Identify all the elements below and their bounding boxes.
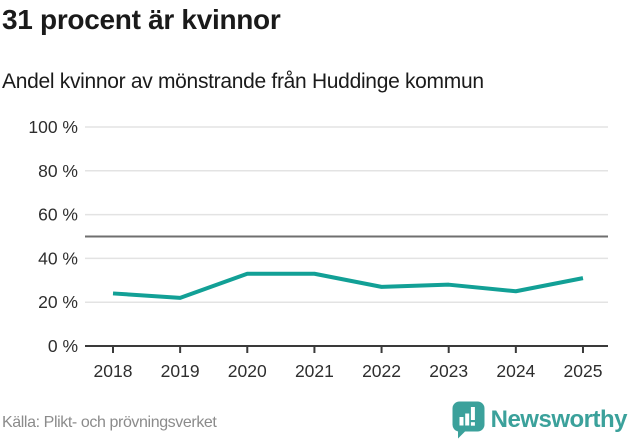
x-axis-label: 2024 <box>496 361 535 381</box>
x-axis-label: 2018 <box>94 361 133 381</box>
data-line <box>112 271 584 300</box>
chart-subtitle: Andel kvinnor av mönstrande från Hudding… <box>2 70 484 93</box>
line-chart: 0 % 20 % 40 % 60 % 80 % 100 % 2018 2019 2020 2021… <box>28 117 608 381</box>
y-axis-label: 40 % <box>38 248 78 268</box>
y-axis-label: 20 % <box>38 292 78 312</box>
x-axis-label: 2020 <box>228 361 267 381</box>
newsworthy-logo-icon <box>452 401 485 439</box>
x-axis-label: 2022 <box>362 361 401 381</box>
y-axis-label: 0 % <box>48 336 78 356</box>
x-axis-label: 2021 <box>295 361 334 381</box>
source-attribution: Källa: Plikt- och prövningsverket <box>2 414 217 431</box>
y-axis-label: 60 % <box>38 205 78 225</box>
y-axis-label: 100 % <box>28 117 78 137</box>
y-axis-label: 80 % <box>38 161 78 181</box>
chart-title: 31 procent är kvinnor <box>2 4 281 35</box>
x-axis-label: 2023 <box>429 361 468 381</box>
newsworthy-wordmark: Newsworthy <box>490 406 628 433</box>
x-axis-label: 2019 <box>161 361 200 381</box>
newsworthy-logo: Newsworthy <box>452 401 628 439</box>
x-axis-label: 2025 <box>564 361 603 381</box>
